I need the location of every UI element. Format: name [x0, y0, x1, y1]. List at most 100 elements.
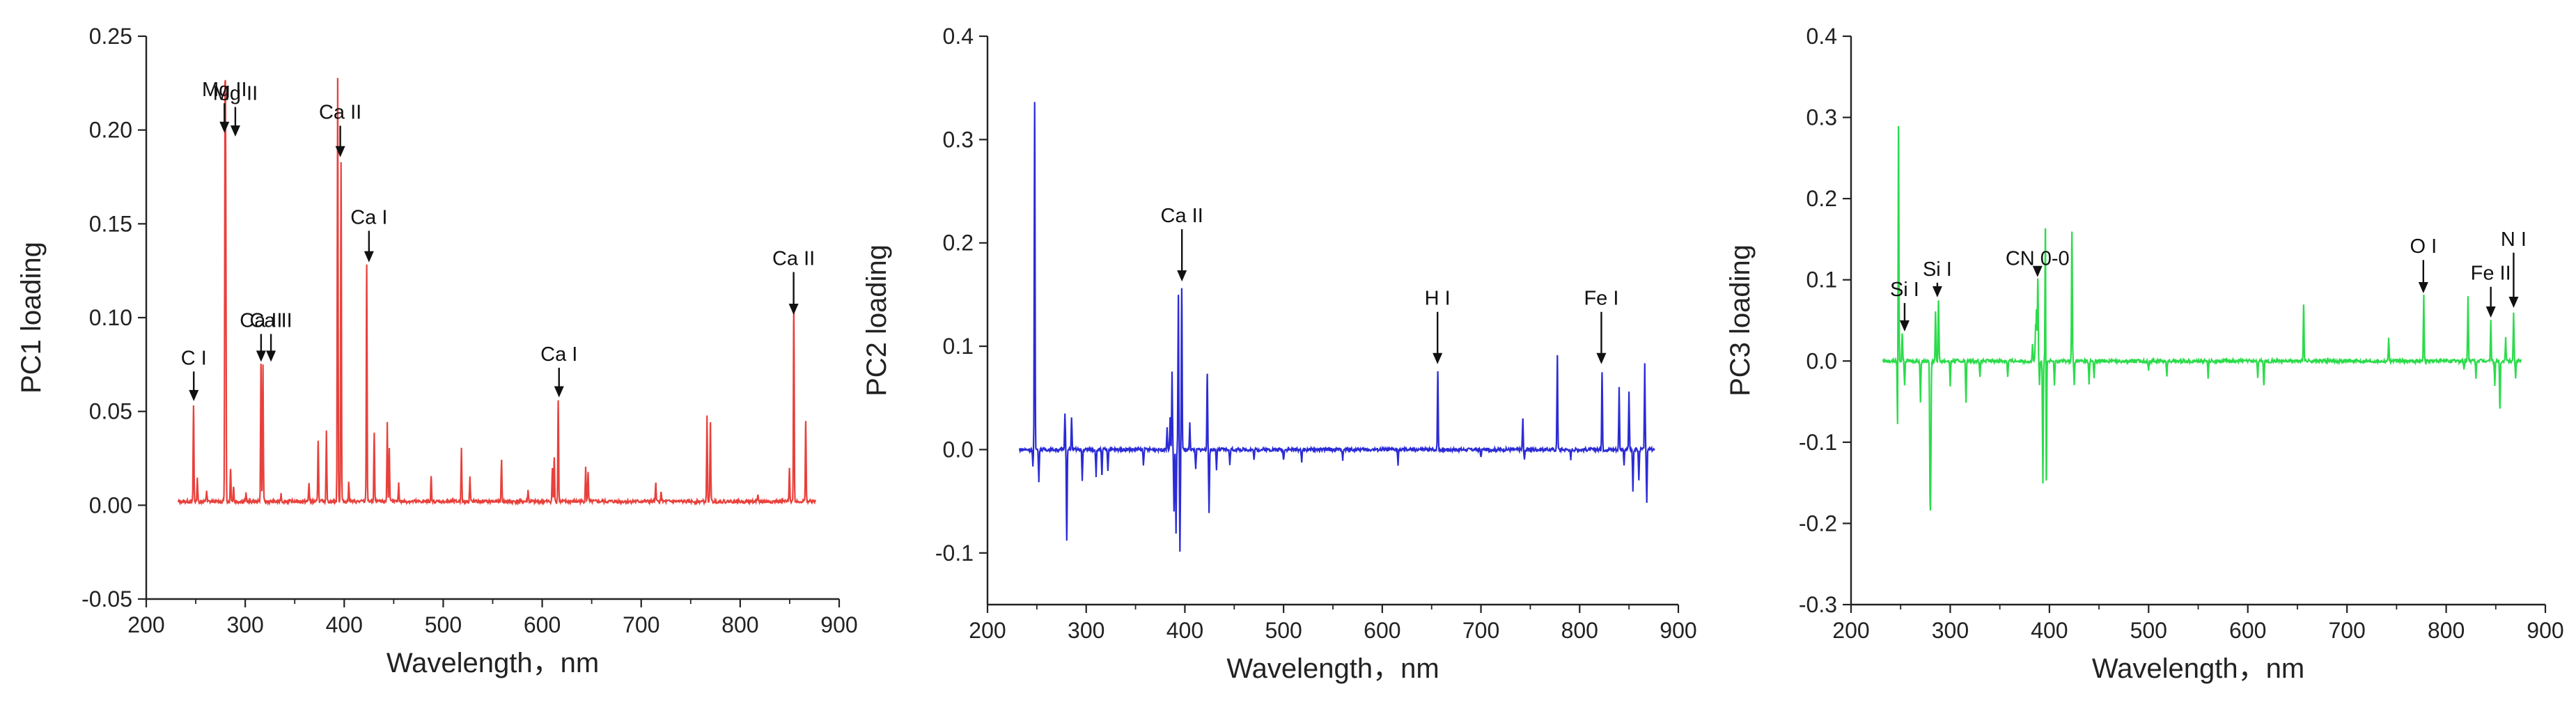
x-tick-label: 600	[524, 612, 561, 637]
annotation-label: Ca II	[249, 309, 292, 332]
y-tick-label: 0.2	[943, 231, 974, 256]
data-point	[1644, 364, 1645, 365]
x-tick-label: 500	[1265, 618, 1302, 643]
data-point	[552, 467, 553, 468]
annotation-label: Mg II	[202, 79, 247, 101]
peak-annotation: Ca II	[772, 248, 815, 315]
x-axis-title: Wavelength，nm	[1226, 653, 1439, 684]
annotation-label: O I	[2410, 235, 2437, 258]
data-point	[1195, 470, 1196, 471]
data-point	[233, 486, 234, 487]
x-tick-label: 400	[1166, 618, 1203, 643]
annotation-arrow-head	[1899, 320, 1910, 332]
data-point	[387, 422, 388, 423]
data-point	[1107, 470, 1108, 471]
x-tick-label: 300	[1932, 618, 1969, 643]
data-point	[2513, 312, 2514, 313]
annotation-arrow-head	[256, 350, 266, 362]
x-axis-title: Wavelength，nm	[387, 648, 599, 678]
data-point	[2074, 385, 2075, 386]
x-tick-label: 900	[1660, 618, 1696, 643]
data-point	[1066, 540, 1067, 541]
x-axis-title: Wavelength，nm	[2092, 653, 2304, 684]
peak-annotation: Si I	[1890, 279, 1919, 332]
peak-annotation: N I	[2501, 228, 2527, 309]
data-point	[2467, 295, 2468, 296]
chart-panel-pc3: 200 300 400 500 600 700 800 900 -0.3 -0.2 -0.1 0.0 0…	[1725, 24, 2564, 684]
annotation-label: H I	[1425, 288, 1451, 310]
annotation-arrow-head	[2418, 282, 2428, 294]
x-tick-label: 300	[1068, 618, 1104, 643]
data-point	[1930, 466, 1931, 467]
data-point	[1170, 418, 1171, 419]
data-point	[1935, 312, 1936, 313]
x-tick-label: 300	[226, 612, 263, 637]
peak-annotation: Fe II	[2471, 263, 2511, 318]
annotation-label: Ca II	[1161, 205, 1203, 227]
data-point	[469, 476, 470, 477]
data-point	[1034, 101, 1035, 102]
data-point	[2035, 328, 2036, 329]
peak-annotation: Ca II	[249, 309, 292, 362]
data-point	[348, 482, 349, 483]
data-point	[1980, 377, 1981, 378]
annotation-arrow-head	[1596, 352, 1607, 364]
x-tick-label: 900	[2527, 618, 2563, 643]
data-point	[1437, 372, 1438, 373]
data-point	[1038, 480, 1039, 481]
annotation-label: Mg II	[213, 83, 258, 105]
annotation-arrow-head	[335, 146, 345, 157]
data-point	[1904, 385, 1905, 386]
data-point	[789, 467, 790, 468]
y-tick-label: -0.2	[1799, 511, 1837, 536]
peak-annotation: O I	[2410, 235, 2437, 294]
y-tick-label: 0.25	[89, 24, 132, 49]
y-tick-label: 0.0	[943, 437, 974, 462]
annotation-arrow-head	[219, 121, 230, 133]
y-tick-label: -0.05	[81, 586, 132, 612]
x-tick-label: 600	[1364, 618, 1400, 643]
data-point	[398, 482, 399, 483]
peak-annotation: Mg II	[213, 83, 258, 137]
annotation-arrow-head	[554, 386, 564, 398]
y-tick-label: 0.1	[943, 334, 974, 359]
annotation-label: N I	[2501, 228, 2527, 251]
data-point	[1095, 475, 1096, 476]
y-tick-label: 0.00	[89, 492, 132, 518]
y-tick-label: 0.1	[1806, 267, 1837, 293]
y-axis-title: PC1 loading	[16, 242, 47, 394]
data-point	[1071, 418, 1072, 419]
data-point	[558, 400, 559, 401]
data-point	[246, 494, 247, 495]
data-point	[2036, 312, 2037, 313]
data-point	[1216, 470, 1217, 471]
y-tick-label: 0.0	[1806, 348, 1837, 373]
spectrum-line	[177, 77, 816, 506]
x-tick-label: 800	[721, 612, 758, 637]
peak-annotation: CN 0-0	[2006, 248, 2070, 277]
x-tick-label: 400	[326, 612, 363, 637]
data-point	[225, 137, 226, 138]
data-point	[1646, 501, 1647, 502]
y-axis-title: PC3 loading	[1725, 244, 1756, 396]
data-point	[1557, 354, 1558, 355]
annotation-arrow-head	[1433, 352, 1443, 364]
y-tick-label: 0.2	[1806, 186, 1837, 211]
annotation-arrow-head	[230, 125, 240, 137]
y-tick-label: -0.1	[935, 541, 974, 566]
annotation-label: Ca II	[319, 102, 361, 124]
data-point	[2039, 385, 2040, 386]
annotation-arrow-head	[1932, 286, 1942, 297]
peak-annotation: H I	[1425, 288, 1451, 364]
data-point	[430, 476, 431, 477]
annotation-label: Si I	[1890, 279, 1919, 301]
x-tick-label: 600	[2229, 618, 2266, 643]
y-tick-label: -0.3	[1799, 592, 1837, 617]
y-tick-label: 0.4	[943, 24, 974, 49]
data-point	[197, 476, 198, 477]
annotation-label: Fe II	[2471, 263, 2511, 285]
x-tick-label: 200	[1832, 618, 1869, 643]
data-point	[585, 467, 586, 468]
data-point	[1902, 332, 1903, 333]
